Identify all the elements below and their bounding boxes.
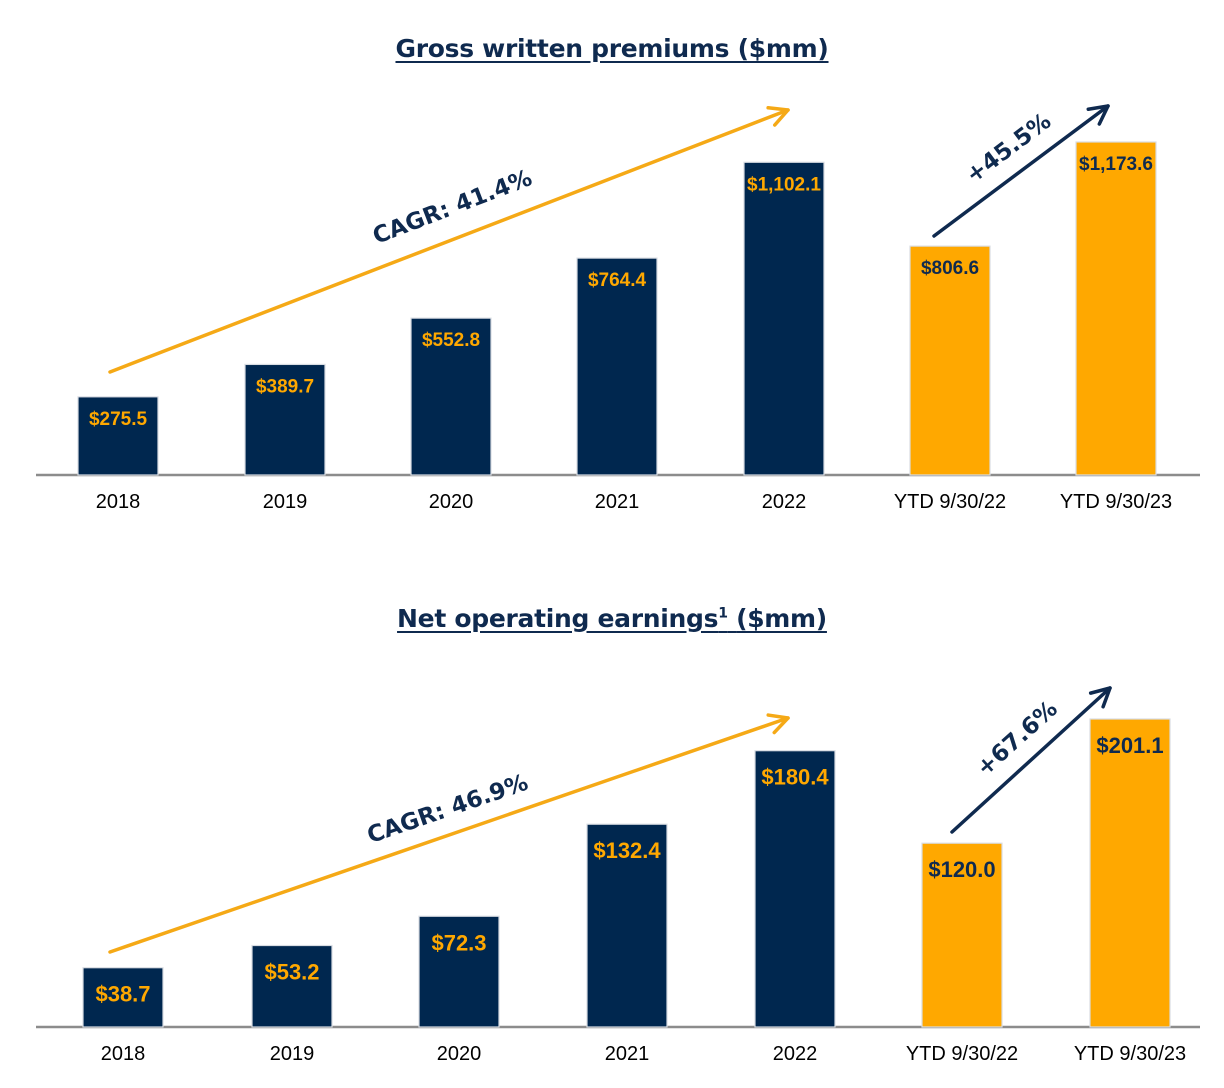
x-tick-label: 2019 [270, 1043, 315, 1065]
bar-ytd-9-30-22 [909, 245, 991, 476]
x-tick-label: 2021 [605, 1043, 650, 1065]
bar-value-label: $201.1 [1096, 733, 1163, 758]
x-tick-label: 2022 [762, 491, 807, 513]
x-tick-label: 2021 [595, 491, 640, 513]
bar-value-label: $764.4 [588, 270, 647, 291]
bar-2020 [410, 317, 492, 476]
cagr-trend-arrow-head [766, 106, 790, 127]
chart-title-footnote: 1 [718, 605, 728, 622]
bar-ytd-9-30-22 [921, 842, 1003, 1028]
chart-title-text: Gross written premiums ($mm) [395, 34, 829, 63]
bar-value-label: $1,173.6 [1079, 154, 1153, 175]
cagr-trend-arrow-head [766, 713, 790, 735]
growth-label: +67.6% [972, 696, 1063, 782]
x-tick-label: YTD 9/30/23 [1074, 1043, 1186, 1065]
chart-title: Net operating earnings1 ($mm) [0, 604, 1224, 633]
chart-title: Gross written premiums ($mm) [0, 34, 1224, 63]
bar-2020 [418, 915, 500, 1028]
bar-2021 [576, 257, 658, 476]
x-tick-label: 2022 [773, 1043, 818, 1065]
bar-value-label: $132.4 [593, 838, 661, 863]
bar-2021 [586, 823, 668, 1028]
growth-arrow [950, 686, 1112, 834]
x-tick-label: YTD 9/30/23 [1060, 491, 1172, 513]
bar-value-label: $53.2 [264, 960, 319, 985]
bar-ytd-9-30-23 [1075, 141, 1157, 476]
cagr-trend-arrow-shaft [108, 716, 790, 954]
bar-2019 [244, 363, 326, 476]
growth-arrow-shaft [932, 104, 1110, 238]
x-tick-label: 2020 [437, 1043, 482, 1065]
growth-arrow-head [1088, 686, 1112, 709]
growth-arrow-head [1086, 104, 1110, 126]
x-tick-label: YTD 9/30/22 [906, 1043, 1018, 1065]
bar-value-label: $389.7 [256, 376, 314, 397]
bar-value-label: $120.0 [928, 857, 995, 882]
x-tick-label: 2018 [101, 1043, 146, 1065]
bar-value-label: $275.5 [89, 409, 148, 430]
growth-arrow-shaft [950, 686, 1112, 834]
bar-ytd-9-30-23 [1089, 718, 1171, 1028]
x-tick-label: 2018 [96, 491, 141, 513]
cagr-trend-arrow [108, 106, 790, 374]
bar-2019 [251, 944, 333, 1028]
bar-value-label: $180.4 [761, 765, 829, 790]
bar-2022 [743, 161, 825, 476]
bar-value-label: $806.6 [921, 258, 979, 279]
bar-2018 [82, 967, 164, 1028]
x-tick-label: 2020 [429, 491, 474, 513]
x-tick-label: 2019 [263, 491, 308, 513]
bar-2022 [754, 750, 836, 1028]
cagr-trend-arrow [108, 713, 790, 954]
cagr-trend-arrow-shaft [108, 108, 790, 374]
chart-title-suffix: ($mm) [736, 604, 827, 633]
x-tick-label: YTD 9/30/22 [894, 491, 1006, 513]
bar-2018 [77, 396, 159, 476]
bar-value-label: $72.3 [431, 930, 486, 955]
gross-written-premiums-plot: $275.5 2018 $389.7 2019 $552.8 2020 $764.4 2021… [36, 104, 1200, 513]
growth-arrow [932, 104, 1110, 238]
chart-title-text: Net operating earnings [397, 604, 719, 633]
bar-value-label: $552.8 [422, 330, 480, 351]
bar-value-label: $38.7 [95, 982, 150, 1007]
bar-value-label: $1,102.1 [747, 174, 821, 195]
